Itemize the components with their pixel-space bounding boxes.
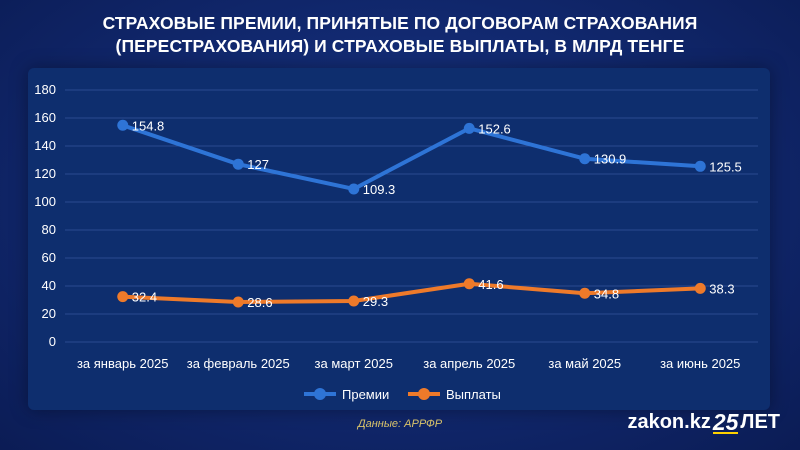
series-line-premii (122, 123, 701, 191)
legend-label-premii: Премии (342, 387, 389, 402)
data-point-premii (232, 158, 244, 170)
brand-logo: zakon.kz 25 ЛЕТ (627, 408, 780, 435)
data-point-premii (117, 119, 129, 131)
legend-marker-vyplaty (418, 388, 430, 400)
chart-title-line-1: СТРАХОВЫЕ ПРЕМИИ, ПРИНЯТЫЕ ПО ДОГОВОРАМ … (102, 13, 698, 33)
data-point-premii (463, 122, 475, 134)
data-label-vyplaty: 38.3 (709, 281, 734, 296)
data-label-vyplaty: 28.6 (247, 295, 272, 310)
data-label-vyplaty: 34.8 (594, 286, 619, 301)
y-tick-label: 40 (42, 278, 56, 293)
data-label-premii: 127 (247, 157, 269, 172)
y-tick-label: 80 (42, 222, 56, 237)
brand-suffix: ЛЕТ (740, 411, 780, 433)
y-tick-label: 160 (34, 110, 56, 125)
data-label-vyplaty: 32.4 (132, 290, 157, 305)
x-tick-label: за май 2025 (548, 356, 621, 371)
data-label-premii: 152.6 (478, 121, 511, 136)
data-label-vyplaty: 41.6 (478, 277, 503, 292)
x-tick-label: за январь 2025 (77, 356, 169, 371)
legend-label-vyplaty: Выплаты (446, 387, 501, 402)
y-tick-label: 120 (34, 166, 56, 181)
y-tick-label: 0 (49, 334, 56, 349)
brand-name: zakon.kz (627, 411, 711, 433)
data-point-premii (579, 153, 591, 165)
data-point-vyplaty (463, 278, 475, 290)
data-point-premii (694, 160, 706, 172)
data-source: Данные: АРРФР (357, 418, 443, 430)
chart-title-line-2: (ПЕРЕСТРАХОВАНИЯ) И СТРАХОВЫЕ ВЫПЛАТЫ, В… (115, 36, 685, 56)
legend-marker-premii (314, 388, 326, 400)
data-label-premii: 130.9 (594, 152, 627, 167)
data-label-premii: 109.3 (363, 182, 396, 197)
data-point-vyplaty (579, 287, 591, 299)
y-tick-label: 20 (42, 306, 56, 321)
data-point-vyplaty (694, 282, 706, 294)
x-tick-label: за март 2025 (315, 356, 393, 371)
brand-years: 25 (712, 408, 739, 435)
data-point-vyplaty (348, 295, 360, 307)
y-tick-label: 100 (34, 194, 56, 209)
y-tick-label: 140 (34, 138, 56, 153)
data-point-vyplaty (232, 296, 244, 308)
data-label-premii: 125.5 (709, 159, 742, 174)
y-tick-label: 60 (42, 250, 56, 265)
data-label-vyplaty: 29.3 (363, 294, 388, 309)
series-line-vyplaty (122, 281, 701, 304)
data-point-premii (348, 183, 360, 195)
data-point-vyplaty (117, 291, 129, 303)
x-tick-label: за июнь 2025 (660, 356, 740, 371)
chart-panel (28, 68, 770, 410)
chart-title: СТРАХОВЫЕ ПРЕМИИ, ПРИНЯТЫЕ ПО ДОГОВОРАМ … (0, 12, 800, 58)
x-tick-label: за февраль 2025 (187, 356, 290, 371)
x-tick-label: за апрель 2025 (423, 356, 515, 371)
y-tick-label: 180 (34, 82, 56, 97)
data-label-premii: 154.8 (132, 118, 165, 133)
